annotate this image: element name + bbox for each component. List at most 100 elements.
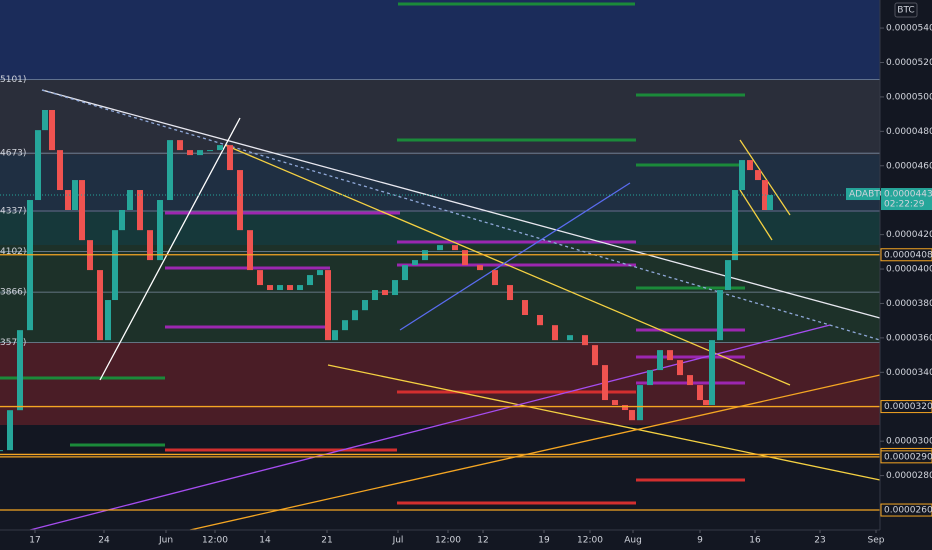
candle [725,260,731,291]
candle [197,150,203,156]
axis-unit: BTC [897,6,914,16]
candle [732,190,738,261]
x-tick-label: 12 [477,536,488,546]
candle [677,360,683,376]
candle [17,330,23,411]
candle [342,320,348,331]
x-tick-label: Sep [868,536,885,546]
candle [257,270,263,286]
candle [372,290,378,301]
candle [325,270,331,341]
zone-blue [0,0,880,80]
price-tag [881,188,932,211]
candle [462,250,468,266]
level-tag [880,503,932,517]
candle [552,325,558,341]
candle [137,190,143,231]
x-tick-label: Jul [392,536,404,546]
candle [437,245,443,251]
fib-label: 4673) [0,149,26,159]
level-label: 0.00003201 [884,402,932,412]
candle [187,150,193,156]
candle [477,265,483,271]
candle [7,410,13,451]
candle [177,140,183,151]
flag-line [739,139,791,216]
candle [582,335,588,346]
candle [412,260,418,266]
symbol-tag [846,188,880,201]
candle [362,300,368,311]
candle [629,410,635,421]
symbol-label: ADABTC [849,190,886,200]
candle [297,285,303,291]
x-tick-label: Aug [624,536,642,546]
level-tag [880,450,932,464]
candle [217,145,223,151]
drawings [0,2,881,531]
zone-teal [0,212,880,245]
candle [537,315,543,326]
trendline [41,89,881,319]
fib-label: 4337) [0,207,26,217]
trendline [224,144,791,386]
candle [709,340,715,406]
x-tick-label: 12:00 [202,536,228,546]
trendline [327,364,881,481]
x-tick-label: Jun [158,536,173,546]
candle [392,280,398,296]
candle [127,190,133,211]
candle [147,230,153,261]
candle [317,270,323,276]
candle [612,400,618,406]
zone-red [0,343,880,425]
candle [0,450,3,452]
candle [747,160,753,171]
candle [227,145,233,171]
x-tick-label: 16 [749,536,761,546]
candle [767,195,773,211]
level-tag [880,248,932,262]
candle [667,350,673,361]
candle [49,109,55,151]
flag-line [739,189,773,241]
candle [492,270,498,286]
candle [622,405,628,411]
candle [602,365,608,401]
x-tick-label: 12:00 [577,536,603,546]
candle [739,160,745,191]
trendline [399,182,631,331]
candle [42,109,48,131]
x-tick-label: 12:00 [435,536,461,546]
trendline [189,374,881,531]
candle [105,300,111,341]
candle [657,350,663,371]
candle [35,130,41,201]
candle [237,170,243,231]
level-label: 0.00002600 [884,506,932,516]
trendline-dashed [41,89,881,341]
candle [119,210,125,231]
zones [0,0,880,425]
plot [0,109,880,511]
candle [27,200,33,331]
candle [452,245,458,251]
unit-badge [894,2,918,18]
zone-grey [0,80,880,155]
trendline [29,324,831,531]
candle [647,370,653,386]
candle [507,285,513,301]
candle [402,265,408,281]
candle [637,385,643,421]
candle [697,385,703,401]
fib-label: 3866) [0,288,26,298]
